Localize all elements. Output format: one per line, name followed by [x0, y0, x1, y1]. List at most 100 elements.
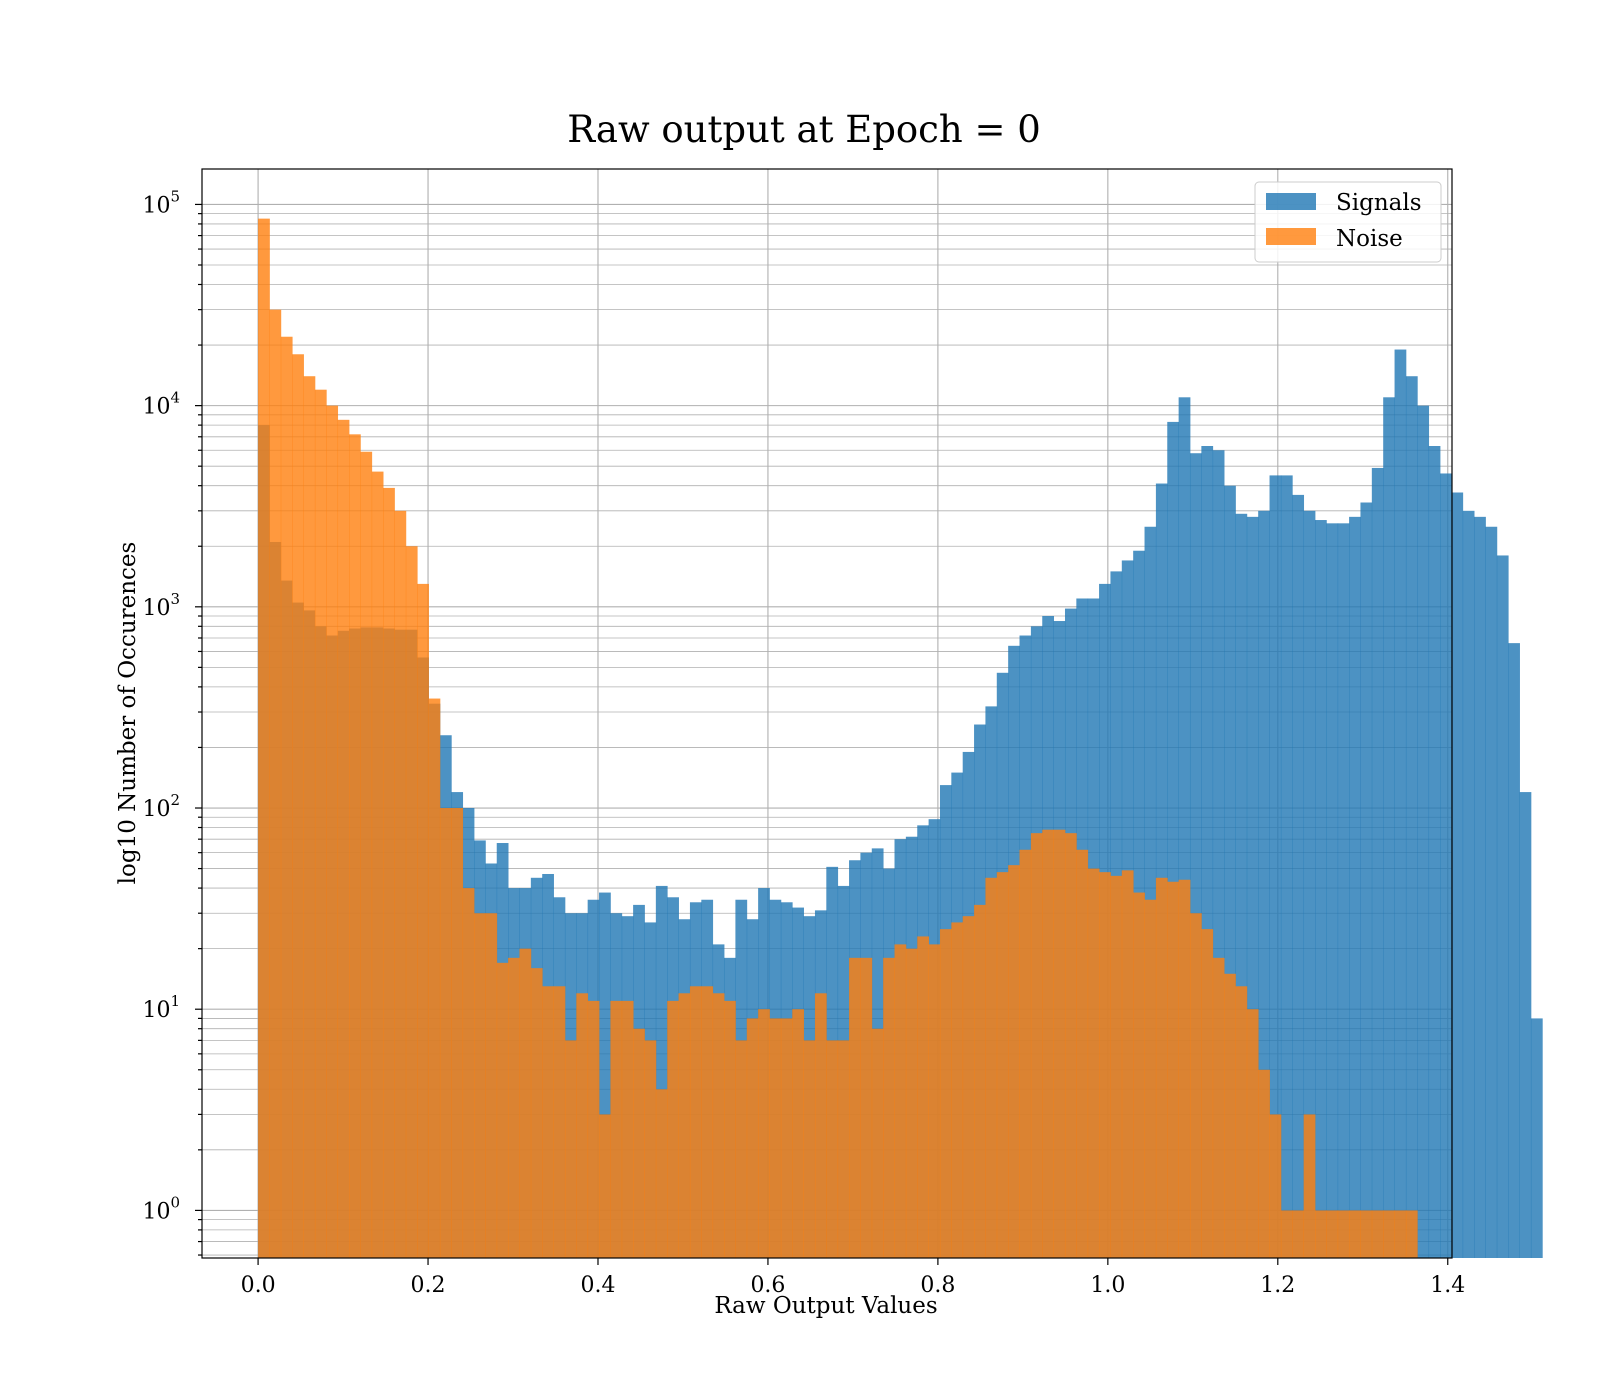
noise-bar — [1383, 1210, 1395, 1258]
noise-bar — [337, 419, 350, 1258]
noise-bar — [360, 451, 373, 1259]
noise-bar — [689, 986, 702, 1258]
noise-bar — [1030, 833, 1043, 1258]
signals-bar — [1383, 397, 1395, 1258]
signals-bar — [1417, 405, 1430, 1258]
noise-bar — [383, 487, 395, 1258]
noise-bar — [1167, 881, 1180, 1258]
chart-title: Raw output at Epoch = 0 — [567, 108, 1041, 151]
signals-bar — [1280, 475, 1293, 1258]
noise-bar — [1099, 872, 1111, 1258]
legend-label-signals: Signals — [1336, 190, 1422, 216]
signals-bar — [1326, 523, 1339, 1258]
noise-bar — [1405, 1210, 1418, 1258]
noise-bar — [1303, 1114, 1316, 1258]
noise-bar — [1076, 849, 1089, 1258]
noise-bar — [724, 1000, 736, 1258]
x-tick-label: 0.6 — [750, 1273, 785, 1298]
noise-bar — [371, 471, 384, 1259]
noise-bar — [803, 1040, 816, 1258]
noise-bar — [871, 1028, 884, 1258]
noise-bar — [292, 354, 304, 1258]
signals-bar — [1235, 513, 1248, 1258]
noise-bar — [974, 904, 986, 1258]
noise-bar — [1087, 868, 1100, 1258]
signals-bar — [1212, 450, 1225, 1258]
noise-bar — [1144, 899, 1157, 1258]
noise-bar — [1326, 1210, 1339, 1258]
noise-bar — [996, 872, 1009, 1258]
noise-bar — [894, 944, 907, 1258]
noise-bar — [269, 309, 282, 1258]
noise-bar — [258, 218, 270, 1258]
noise-bar — [610, 1000, 623, 1258]
noise-bar — [860, 957, 873, 1258]
noise-bar — [962, 916, 975, 1258]
noise-bar — [1349, 1210, 1361, 1258]
noise-bar — [1360, 1210, 1373, 1258]
signals-bar — [1451, 492, 1464, 1258]
signals-bar — [1485, 526, 1498, 1258]
noise-bar — [837, 1040, 850, 1258]
noise-bar — [474, 913, 486, 1258]
x-tick-label: 1.0 — [1090, 1273, 1125, 1298]
noise-bar — [985, 877, 998, 1258]
legend-swatch-noise — [1266, 228, 1316, 245]
signals-bar — [1144, 526, 1157, 1258]
signals-bar — [1440, 473, 1452, 1259]
noise-bar — [644, 1040, 657, 1258]
noise-bar — [1042, 829, 1055, 1258]
y-tick-label: 105 — [142, 187, 180, 218]
noise-bar — [303, 376, 316, 1259]
noise-bar — [712, 993, 725, 1258]
y-tick-label: 102 — [142, 791, 180, 822]
noise-bar — [462, 888, 475, 1258]
noise-bar — [1121, 870, 1134, 1258]
noise-bar — [599, 1114, 611, 1258]
noise-bar — [746, 1018, 759, 1258]
noise-bar — [814, 993, 827, 1258]
signals-bar — [1246, 516, 1259, 1258]
signals-bar — [1155, 483, 1168, 1258]
signals-bar — [1349, 516, 1361, 1258]
noise-bar — [349, 434, 361, 1259]
noise-bar — [758, 1009, 770, 1258]
legend-label-noise: Noise — [1336, 226, 1403, 252]
signals-bar — [1519, 792, 1532, 1258]
legend-swatch-signals — [1266, 193, 1316, 210]
signals-bar — [655, 885, 668, 1258]
axis-ticks: 0.0 0.2 0.4 0.6 0.8 1.0 1.2 1.4 100 101 102 103 104 1… — [142, 187, 1465, 1298]
noise-bar — [314, 389, 327, 1258]
noise-bar — [1053, 829, 1066, 1258]
x-axis-label: Raw Output Values — [714, 1293, 937, 1319]
signals-bar — [1201, 446, 1214, 1258]
signals-bar — [1428, 446, 1441, 1258]
noise-bar — [1371, 1210, 1384, 1258]
noise-bar — [1246, 1009, 1259, 1258]
noise-bar — [1212, 957, 1225, 1258]
signals-bar — [1360, 502, 1373, 1258]
y-axis-label: log10 Number of Occurences — [115, 542, 141, 885]
signals-bar — [1224, 485, 1236, 1258]
noise-bar — [1224, 973, 1236, 1258]
noise-series — [258, 218, 1418, 1259]
noise-bar — [542, 986, 554, 1258]
signals-bar — [1371, 467, 1384, 1258]
noise-bar — [1064, 833, 1077, 1258]
signals-bar — [1394, 349, 1407, 1258]
noise-bar — [701, 986, 714, 1258]
signals-bar — [1508, 643, 1520, 1258]
signals-bar — [1303, 510, 1316, 1258]
noise-bar — [428, 698, 441, 1258]
noise-bar — [678, 993, 691, 1258]
noise-bar — [735, 1040, 748, 1258]
signals-bar — [1405, 376, 1418, 1259]
noise-bar — [1178, 879, 1191, 1258]
noise-bar — [826, 1040, 839, 1258]
noise-bar — [951, 922, 964, 1258]
noise-bar — [485, 913, 498, 1258]
noise-bar — [587, 1000, 600, 1258]
x-tick-label: 0.8 — [920, 1273, 955, 1298]
noise-bar — [621, 1000, 634, 1258]
